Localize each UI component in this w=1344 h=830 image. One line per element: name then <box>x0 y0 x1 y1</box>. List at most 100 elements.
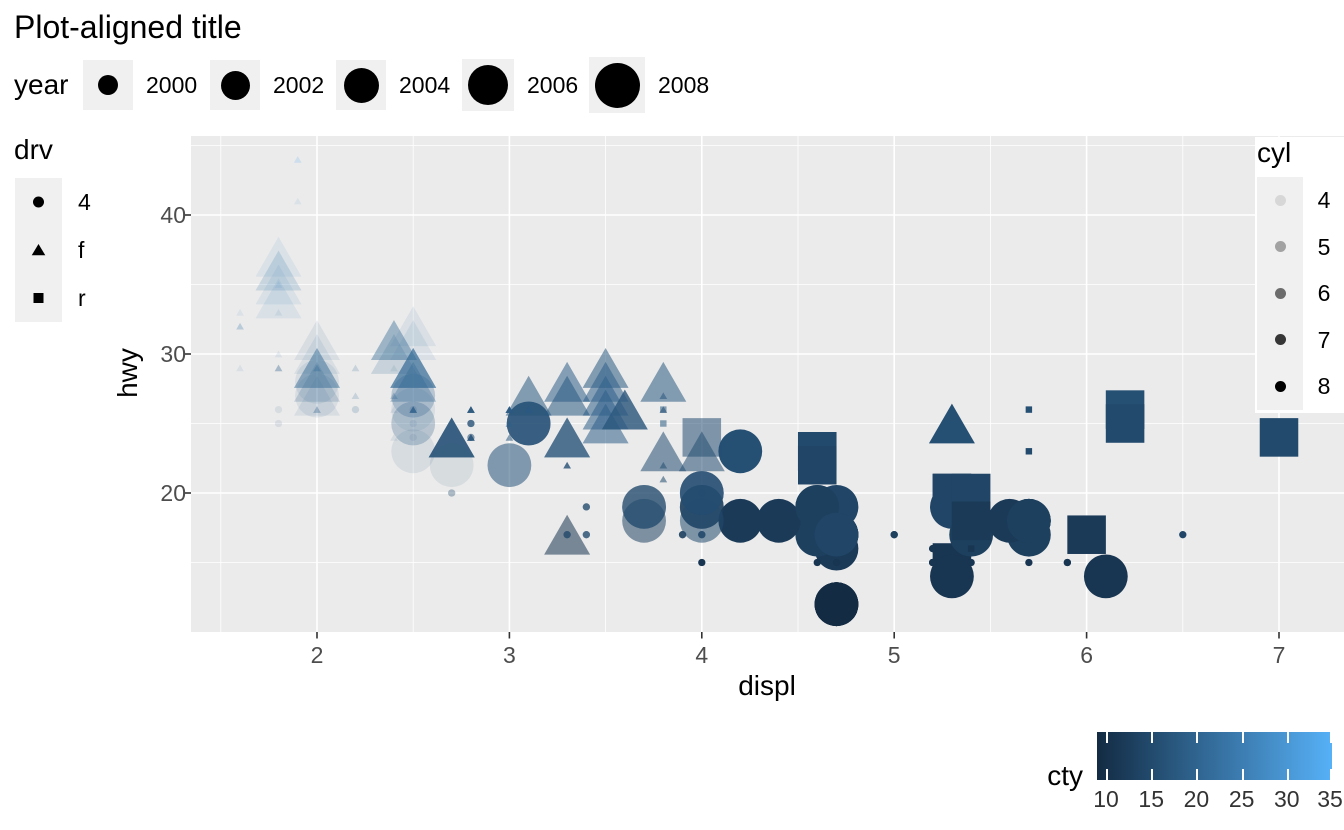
data-point <box>409 405 417 414</box>
x-tick-label: 2 <box>310 642 324 668</box>
legend-drv-item-label: f <box>78 237 85 263</box>
data-point <box>582 531 591 539</box>
data-point <box>351 364 360 372</box>
data-point <box>1105 404 1145 443</box>
data-point <box>928 403 975 444</box>
data-point <box>890 531 898 539</box>
legend-key-cyl <box>1257 316 1303 363</box>
legend-year-item-label: 2008 <box>658 72 710 98</box>
data-point <box>563 461 571 469</box>
data-point <box>313 364 321 372</box>
legend-cyl-title: cyl <box>1257 137 1292 168</box>
square-glyph <box>33 293 44 303</box>
data-point <box>448 489 456 497</box>
data-point <box>295 373 339 418</box>
data-point <box>832 558 841 567</box>
data-point <box>640 361 687 402</box>
data-point <box>930 554 974 599</box>
data-point <box>236 322 244 330</box>
cyl-alpha-circle-glyph <box>1274 380 1286 392</box>
data-point <box>428 417 475 458</box>
cyl-alpha-circle-glyph <box>1274 241 1286 253</box>
data-point <box>679 471 724 515</box>
x-tick-label: 6 <box>1080 642 1093 668</box>
data-point <box>951 501 991 541</box>
data-point <box>274 350 283 358</box>
data-point <box>467 434 475 441</box>
cyl-alpha-circle-glyph <box>1274 287 1286 299</box>
data-point <box>274 364 283 372</box>
data-point <box>1067 515 1106 554</box>
colorbar-tick-mark <box>1286 732 1289 743</box>
colorbar-tick-mark <box>1330 732 1332 743</box>
data-point <box>255 250 302 291</box>
data-point <box>448 489 456 497</box>
data-point <box>659 475 668 483</box>
data-point <box>390 392 398 400</box>
data-point <box>505 406 514 413</box>
data-point <box>582 361 629 402</box>
points-layer <box>236 156 1299 627</box>
data-point <box>370 320 417 361</box>
legend-year-item-label: 2004 <box>399 72 451 98</box>
data-point <box>682 418 722 457</box>
data-point <box>390 434 398 441</box>
x-tick-label: 3 <box>502 642 516 668</box>
data-point <box>294 347 340 388</box>
legend-year-item-label: 2000 <box>146 72 198 98</box>
legend-key-drv <box>15 274 62 322</box>
colorbar-tick-mark <box>1241 769 1244 780</box>
data-point <box>294 320 340 361</box>
data-point <box>391 401 436 446</box>
colorbar-tick-label: 25 <box>1228 786 1255 812</box>
legend-key-cyl <box>1257 223 1303 270</box>
data-point <box>391 429 436 474</box>
data-point <box>391 373 436 418</box>
data-point <box>814 582 859 627</box>
data-point <box>467 406 475 413</box>
data-point <box>313 364 321 372</box>
colorbar-tick-label: 30 <box>1274 786 1300 812</box>
colorbar-tick-mark <box>1330 769 1332 780</box>
y-tick-label: 30 <box>160 341 186 367</box>
year-size-circle-glyph <box>220 70 250 100</box>
legend-drv-item-label: 4 <box>78 189 91 215</box>
colorbar-tick-mark <box>1106 769 1109 780</box>
data-point <box>351 405 360 414</box>
data-point <box>313 364 321 372</box>
data-point <box>390 347 437 388</box>
data-point <box>544 375 591 416</box>
data-point <box>390 306 437 347</box>
data-point <box>255 278 302 319</box>
data-point <box>370 320 417 361</box>
data-point <box>756 498 801 543</box>
data-point <box>505 434 514 441</box>
year-size-circle-glyph <box>594 62 640 108</box>
data-point <box>391 401 436 446</box>
data-point <box>351 392 360 400</box>
legend-key-year <box>462 59 514 111</box>
data-point <box>370 320 417 361</box>
data-point <box>524 406 533 413</box>
legend-cyl-item-label: 6 <box>1317 280 1331 306</box>
data-point <box>390 392 398 400</box>
circle-glyph <box>33 196 44 208</box>
data-point <box>505 420 514 427</box>
legend-cyl-item-label: 8 <box>1317 373 1331 399</box>
data-point <box>294 334 340 374</box>
x-axis-title: displ <box>738 670 796 701</box>
data-point <box>313 406 321 413</box>
legend-cty-title: cty <box>1047 760 1083 791</box>
data-point <box>274 281 283 288</box>
data-point <box>294 347 340 388</box>
legend-year-item-label: 2002 <box>273 72 325 98</box>
data-point <box>295 359 339 404</box>
data-point <box>370 334 417 374</box>
data-point <box>698 558 706 567</box>
data-point <box>391 373 436 418</box>
legend-key-year <box>336 60 386 110</box>
legend-key-year <box>210 60 260 110</box>
colorbar-tick-mark <box>1241 732 1244 743</box>
